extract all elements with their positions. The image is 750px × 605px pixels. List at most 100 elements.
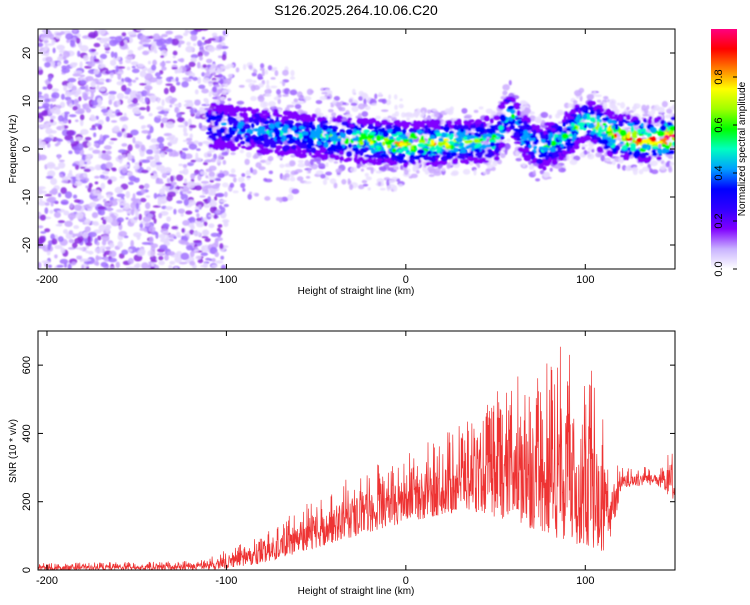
spectrogram-cell (72, 194, 78, 199)
spectrogram-cell (167, 191, 177, 198)
spectrogram-cell (467, 152, 472, 157)
spectrogram-cell (105, 78, 110, 83)
spectrogram-cell (159, 152, 166, 158)
spectrogram-cell (68, 169, 73, 176)
spectrogram-cell (613, 133, 618, 138)
spectrogram-cell (216, 143, 224, 147)
spectrogram-cell (586, 93, 595, 100)
spectrogram-cell (49, 209, 54, 214)
spectrogram-cell (261, 69, 265, 77)
spectrogram-cell (130, 239, 134, 248)
spectrogram-cell (516, 137, 522, 141)
spectrogram-cell (430, 139, 435, 146)
x-tick-label: -200 (36, 575, 58, 587)
spectrogram-cell (137, 63, 145, 68)
spectrogram-cell (361, 111, 369, 117)
spectrogram-cell (602, 122, 607, 126)
spectrogram-cell (500, 152, 506, 159)
spectrogram-cell (100, 261, 108, 268)
spectrogram-cell (463, 136, 468, 141)
spectrogram-cell (266, 79, 270, 85)
snr-x-axis-label: Height of straight line (km) (298, 586, 415, 597)
spectrogram-cell (80, 128, 89, 135)
spectrogram-cell (631, 133, 638, 139)
spectrogram-cell (509, 97, 516, 101)
spectrogram-cell (194, 99, 201, 106)
spectrogram-cell (221, 151, 229, 156)
spectrogram-cell (222, 182, 229, 188)
spectrogram-cell (500, 135, 505, 140)
spectrogram-cell (656, 136, 661, 140)
spectrogram-cell (278, 152, 282, 156)
spectrogram-cell (138, 107, 147, 111)
spectrogram-cell (285, 169, 290, 173)
spectrogram-cell (170, 175, 174, 183)
spectrogram-cell (164, 183, 172, 187)
spectrogram-cell (67, 77, 77, 83)
spectrogram-cell (396, 131, 403, 135)
spectrogram-cell (85, 177, 90, 182)
spectrogram-cell (148, 112, 153, 117)
spectrogram-cell (53, 211, 61, 218)
spectrogram-cell (668, 165, 672, 172)
spectrogram-cell (221, 54, 227, 61)
spectrogram-cell (316, 140, 321, 146)
spectrogram-cell (612, 115, 618, 120)
spectrogram-cell (43, 39, 49, 43)
spectrogram-cell (464, 158, 469, 164)
y-tick-label: 400 (21, 424, 33, 442)
spectrogram-cell (60, 247, 66, 254)
spectrogram-cell (157, 199, 162, 207)
spectrogram-cell (273, 96, 280, 101)
spectrogram-cell (358, 184, 365, 190)
spectrogram-cell (367, 187, 371, 191)
spectrogram-cell (211, 126, 217, 133)
spectrogram-cell (84, 226, 91, 233)
spectrogram-cell (150, 138, 159, 143)
spectrogram-cell (517, 120, 523, 125)
spectrogram-cell (155, 181, 165, 185)
spectrogram-cell (242, 107, 248, 113)
spectrogram-cell (53, 166, 60, 171)
spectrogram-cell (485, 168, 493, 172)
spectrogram-cell (660, 124, 667, 132)
spectrogram-cell (265, 69, 269, 75)
spectrogram-cell (352, 88, 356, 95)
spectrogram-cell (173, 60, 178, 64)
spectrogram-cell (85, 185, 89, 189)
spectrogram-cell (294, 152, 298, 157)
spectrogram-cell (215, 65, 219, 69)
spectrogram-cell (298, 153, 305, 159)
spectrogram-cell (149, 160, 158, 168)
spectrogram-cell (661, 100, 668, 108)
spectrogram-cell (433, 119, 441, 126)
spectrogram-cell (100, 153, 110, 160)
spectrogram-cell (150, 44, 157, 53)
spectrogram-cell (102, 219, 107, 225)
spectrogram-cell (91, 221, 96, 225)
spectrogram-cell (568, 118, 575, 124)
spectrogram-cell (91, 212, 99, 219)
spectrogram-cell (417, 149, 425, 155)
spectrogram-cell (136, 234, 141, 241)
spectrogram-cell (106, 206, 113, 212)
spectrogram-cell (162, 231, 170, 235)
spectrogram-cell (526, 154, 532, 159)
spectrogram-cell (88, 182, 93, 188)
spectrogram-cell (132, 193, 136, 201)
spectrogram-cell (532, 129, 537, 136)
spectrogram-cell (459, 142, 464, 147)
spectrogram-cell (357, 118, 362, 123)
spectrogram-cell (177, 117, 185, 123)
spectrogram-cell (188, 61, 196, 68)
spectrogram-cell (551, 159, 558, 166)
spectrogram-cell (547, 153, 554, 158)
spectrogram-cell (470, 132, 475, 135)
spectrogram-cell (320, 173, 326, 179)
spectrogram-cell (202, 64, 207, 69)
spectrogram-cell (290, 69, 295, 77)
spectrogram-cell (89, 127, 97, 131)
spectrogram-cell (101, 234, 110, 242)
spectrogram-cell (256, 144, 264, 148)
spectrogram-cell (139, 223, 144, 229)
